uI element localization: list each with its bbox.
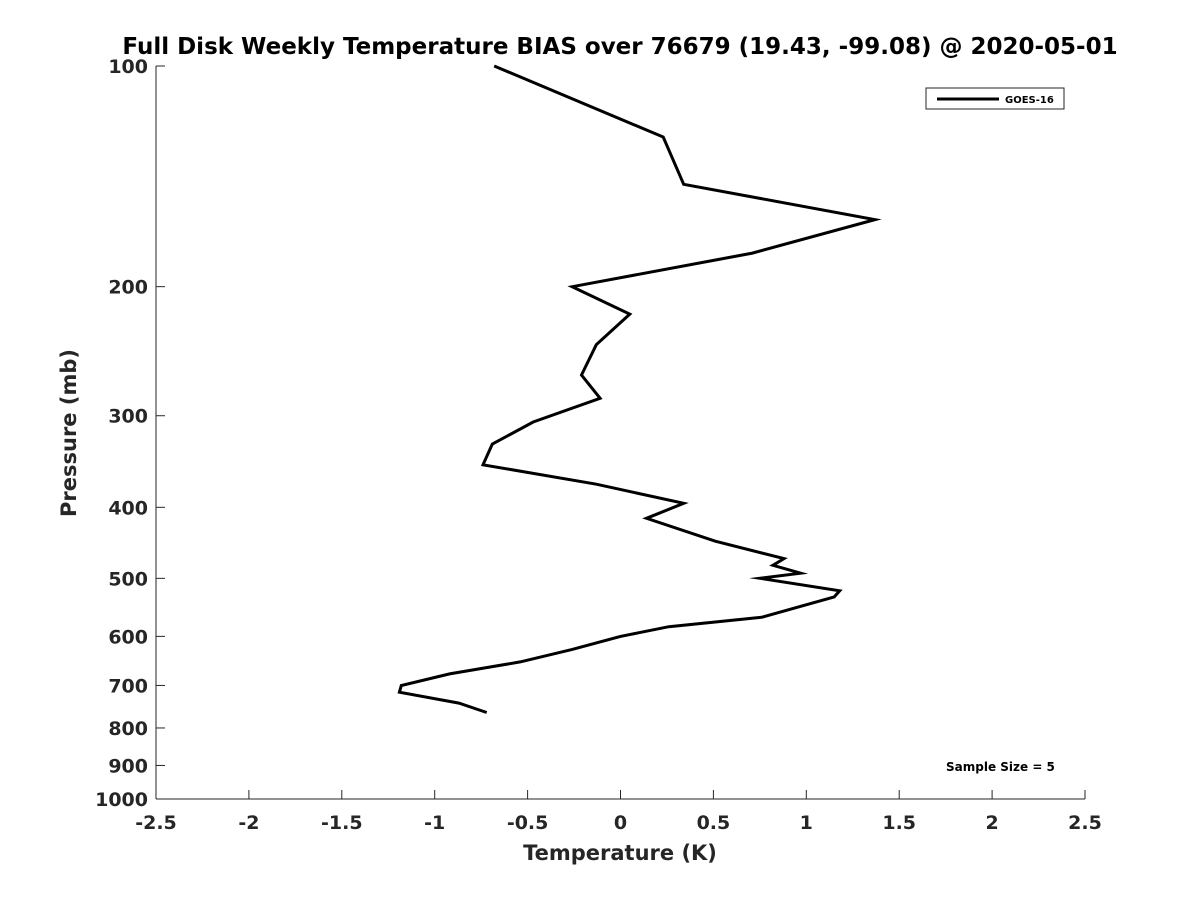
x-tick-label: 2 [985, 812, 998, 834]
y-tick-label: 300 [108, 406, 148, 428]
y-tick-label: 900 [108, 755, 148, 777]
y-tick-label: 600 [108, 626, 148, 648]
x-tick-label: 0.5 [697, 812, 731, 834]
x-axis-title: Temperature (K) [523, 841, 717, 865]
y-axis-ticks: 100 200 300 400 500 600 700 800 900 1000 [95, 56, 165, 811]
y-tick-label: 1000 [95, 789, 148, 811]
x-tick-label: -0.5 [507, 812, 549, 834]
legend-label-goes-16: GOES-16 [1005, 95, 1054, 106]
y-tick-label: 400 [108, 497, 148, 519]
y-tick-label: 200 [108, 277, 148, 299]
series-layer [397, 64, 882, 714]
legend: GOES-16 [925, 87, 1065, 110]
x-tick-label: 0 [614, 812, 627, 834]
x-tick-label: 1 [800, 812, 813, 834]
x-tick-label: 1.5 [882, 812, 916, 834]
x-tick-label: -2 [238, 812, 259, 834]
y-tick-label: 700 [108, 675, 148, 697]
y-tick-label: 500 [108, 568, 148, 590]
y-axis-title: Pressure (mb) [57, 349, 81, 517]
y-tick-label: 800 [108, 718, 148, 740]
x-tick-label: -2.5 [135, 812, 177, 834]
y-tick-label: 100 [108, 56, 148, 78]
chart-title: Full Disk Weekly Temperature BIAS over 7… [122, 34, 1117, 60]
x-tick-label: 2.5 [1068, 812, 1102, 834]
x-axis-ticks: -2.5 -2 -1.5 -1 -0.5 0 0.5 1 1.5 2 2.5 [135, 790, 1102, 834]
x-tick-label: -1 [424, 812, 445, 834]
plot-area [156, 66, 1085, 799]
sample-size-annotation: Sample Size = 5 [946, 760, 1055, 774]
x-tick-label: -1.5 [321, 812, 363, 834]
series-line-goes-16 [397, 64, 882, 714]
